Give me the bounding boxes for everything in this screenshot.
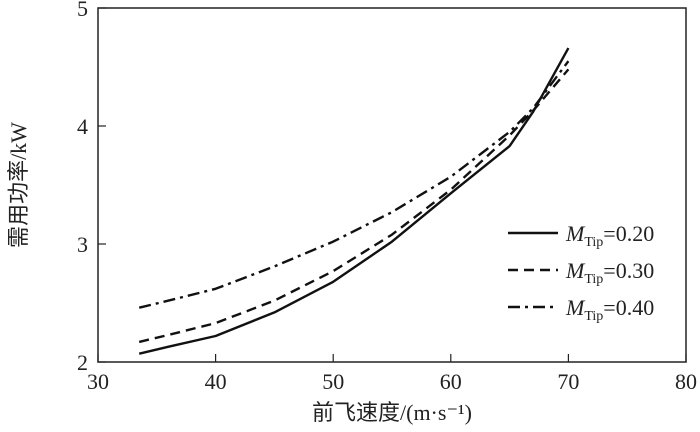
legend-subscript: Tip: [584, 235, 603, 250]
legend-value: =0.40: [603, 295, 654, 320]
x-tick-label: 60: [440, 369, 462, 394]
x-tick-label: 70: [557, 369, 579, 394]
legend-value: =0.20: [603, 221, 654, 246]
y-tick-label: 2: [77, 350, 88, 375]
x-axis-title: 前飞速度/(m·s⁻¹): [312, 400, 472, 425]
legend-symbol: M: [565, 221, 586, 246]
legend-subscript: Tip: [584, 309, 603, 324]
series-line-0: [138, 47, 570, 355]
plot-frame: [97, 7, 687, 363]
legend-entry: MTip=0.30: [565, 258, 654, 287]
series-lines: [138, 47, 570, 355]
x-tick-label: 50: [322, 369, 344, 394]
y-tick-label: 4: [77, 114, 88, 139]
series-line-2: [138, 60, 570, 309]
legend-value: =0.30: [603, 258, 654, 283]
x-tick-label: 80: [675, 369, 697, 394]
x-tick-label: 30: [87, 369, 109, 394]
x-axis: 30 40 50 60 70 80: [87, 354, 697, 394]
legend-symbol: M: [565, 258, 586, 283]
legend-symbol: M: [565, 295, 586, 320]
legend-entry: MTip=0.40: [565, 295, 654, 324]
series-line-1: [138, 68, 570, 344]
y-tick-label: 3: [77, 232, 88, 257]
legend-entry: MTip=0.20: [565, 221, 654, 250]
y-tick-label: 5: [77, 0, 88, 21]
y-axis: 2 3 4 5: [77, 0, 106, 375]
legend-subscript: Tip: [584, 272, 603, 287]
y-axis-title: 需用功率/kW: [6, 122, 31, 248]
x-tick-label: 40: [205, 369, 227, 394]
